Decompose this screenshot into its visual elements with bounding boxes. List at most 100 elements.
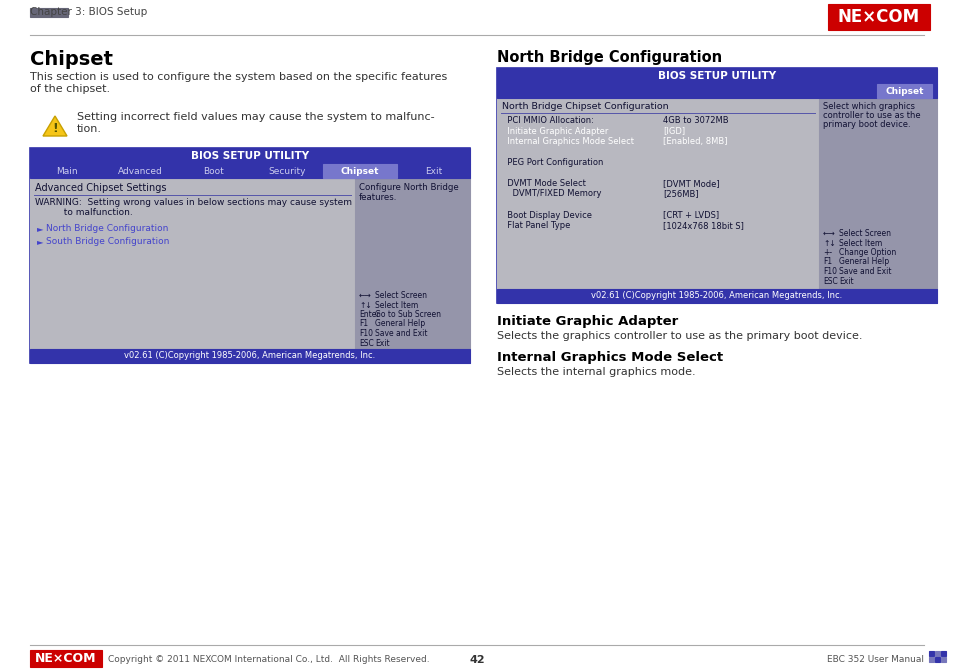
- Text: !: !: [52, 122, 58, 136]
- Text: Initiate Graphic Adapter: Initiate Graphic Adapter: [497, 315, 678, 328]
- Text: v02.61 (C)Copyright 1985-2006, American Megatrends, Inc.: v02.61 (C)Copyright 1985-2006, American …: [124, 351, 375, 360]
- Text: DVMT/FIXED Memory: DVMT/FIXED Memory: [501, 190, 601, 198]
- Bar: [827, 4, 929, 30]
- Text: Select which graphics: Select which graphics: [822, 102, 914, 111]
- Text: General Help: General Help: [375, 319, 425, 329]
- Text: primary boot device.: primary boot device.: [822, 120, 910, 129]
- Text: PCI MMIO Allocation:: PCI MMIO Allocation:: [501, 116, 594, 125]
- Bar: [928, 651, 933, 656]
- Text: Main: Main: [56, 167, 77, 175]
- Text: BIOS SETUP UTILITY: BIOS SETUP UTILITY: [191, 151, 309, 161]
- Bar: [876, 84, 931, 98]
- Text: ESC: ESC: [358, 339, 374, 347]
- Text: This section is used to configure the system based on the specific features: This section is used to configure the sy…: [30, 72, 447, 82]
- Text: Setting incorrect field values may cause the system to malfunc-: Setting incorrect field values may cause…: [77, 112, 435, 122]
- Bar: [30, 8, 68, 17]
- Text: ↑↓: ↑↓: [358, 300, 372, 310]
- Bar: [497, 289, 936, 303]
- Text: 42: 42: [469, 655, 484, 665]
- Text: tion.: tion.: [77, 124, 102, 134]
- Bar: [30, 148, 470, 363]
- Text: Chipset: Chipset: [30, 50, 112, 69]
- Text: controller to use as the: controller to use as the: [822, 111, 920, 120]
- Text: Save and Exit: Save and Exit: [838, 267, 890, 276]
- Text: Select Screen: Select Screen: [838, 229, 890, 238]
- Text: Go to Sub Screen: Go to Sub Screen: [375, 310, 440, 319]
- Text: North Bridge Chipset Configuration: North Bridge Chipset Configuration: [501, 102, 668, 111]
- Text: Selects the internal graphics mode.: Selects the internal graphics mode.: [497, 367, 695, 377]
- Text: Advanced: Advanced: [117, 167, 162, 175]
- Text: Enter: Enter: [358, 310, 379, 319]
- Bar: [30, 650, 102, 667]
- Bar: [323, 164, 396, 178]
- Bar: [30, 178, 355, 349]
- Text: F10: F10: [358, 329, 373, 338]
- Text: Chapter 3: BIOS Setup: Chapter 3: BIOS Setup: [30, 7, 147, 17]
- Text: South Bridge Configuration: South Bridge Configuration: [46, 237, 170, 246]
- Text: Save and Exit: Save and Exit: [375, 329, 427, 338]
- Text: General Help: General Help: [838, 257, 888, 267]
- Text: [1024x768 18bit S]: [1024x768 18bit S]: [662, 221, 743, 230]
- Text: to malfunction.: to malfunction.: [35, 208, 132, 217]
- Text: Copyright © 2011 NEXCOM International Co., Ltd.  All Rights Reserved.: Copyright © 2011 NEXCOM International Co…: [108, 655, 429, 665]
- Text: [256MB]: [256MB]: [662, 190, 698, 198]
- Text: Internal Graphics Mode Select: Internal Graphics Mode Select: [497, 351, 722, 364]
- Text: Exit: Exit: [838, 276, 853, 286]
- Text: [DVMT Mode]: [DVMT Mode]: [662, 179, 719, 188]
- Bar: [497, 68, 936, 84]
- Bar: [940, 651, 945, 656]
- Text: Select Item: Select Item: [375, 300, 417, 310]
- Text: +-: +-: [822, 248, 831, 257]
- Text: North Bridge Configuration: North Bridge Configuration: [497, 50, 721, 65]
- Text: Boot Display Device: Boot Display Device: [501, 210, 592, 220]
- Text: ←→: ←→: [358, 291, 372, 300]
- Bar: [497, 98, 818, 289]
- Text: Initiate Graphic Adapter: Initiate Graphic Adapter: [501, 126, 608, 136]
- Text: 4GB to 3072MB: 4GB to 3072MB: [662, 116, 728, 125]
- Text: ←→: ←→: [822, 229, 835, 238]
- Polygon shape: [43, 116, 67, 136]
- Text: ►: ►: [37, 224, 44, 233]
- Bar: [497, 84, 936, 98]
- Text: F1: F1: [822, 257, 831, 267]
- Text: Chipset: Chipset: [340, 167, 379, 175]
- Bar: [30, 148, 470, 164]
- Text: North Bridge Configuration: North Bridge Configuration: [46, 224, 168, 233]
- Text: F10: F10: [822, 267, 836, 276]
- Text: Internal Graphics Mode Select: Internal Graphics Mode Select: [501, 137, 634, 146]
- Bar: [934, 657, 939, 662]
- Text: EBC 352 User Manual: EBC 352 User Manual: [826, 655, 923, 665]
- Bar: [818, 98, 936, 289]
- Text: Select Screen: Select Screen: [375, 291, 427, 300]
- Text: Flat Panel Type: Flat Panel Type: [501, 221, 570, 230]
- Text: Change Option: Change Option: [838, 248, 895, 257]
- Text: PEG Port Configuration: PEG Port Configuration: [501, 158, 602, 167]
- Bar: [30, 349, 470, 363]
- Text: [Enabled, 8MB]: [Enabled, 8MB]: [662, 137, 727, 146]
- Text: ESC: ESC: [822, 276, 837, 286]
- Text: v02.61 (C)Copyright 1985-2006, American Megatrends, Inc.: v02.61 (C)Copyright 1985-2006, American …: [591, 292, 841, 300]
- Text: DVMT Mode Select: DVMT Mode Select: [501, 179, 585, 188]
- Text: features.: features.: [358, 193, 397, 202]
- Text: ↑↓: ↑↓: [822, 239, 835, 247]
- Text: Security: Security: [268, 167, 305, 175]
- Text: Select Item: Select Item: [838, 239, 882, 247]
- Text: Exit: Exit: [424, 167, 441, 175]
- Text: NE×COM: NE×COM: [837, 8, 919, 26]
- Text: WARNING:  Setting wrong values in below sections may cause system: WARNING: Setting wrong values in below s…: [35, 198, 352, 207]
- Text: ►: ►: [37, 237, 44, 246]
- Text: [CRT + LVDS]: [CRT + LVDS]: [662, 210, 719, 220]
- Text: Advanced Chipset Settings: Advanced Chipset Settings: [35, 183, 167, 193]
- Bar: [497, 68, 936, 303]
- Bar: [355, 178, 470, 349]
- Text: F1: F1: [358, 319, 368, 329]
- Bar: [928, 657, 933, 662]
- Text: NE×COM: NE×COM: [35, 651, 96, 665]
- Text: Selects the graphics controller to use as the primary boot device.: Selects the graphics controller to use a…: [497, 331, 862, 341]
- Text: Boot: Boot: [203, 167, 223, 175]
- Text: Chipset: Chipset: [884, 87, 923, 95]
- Bar: [30, 164, 470, 178]
- Bar: [934, 651, 939, 656]
- Text: Configure North Bridge: Configure North Bridge: [358, 183, 458, 192]
- Text: BIOS SETUP UTILITY: BIOS SETUP UTILITY: [658, 71, 775, 81]
